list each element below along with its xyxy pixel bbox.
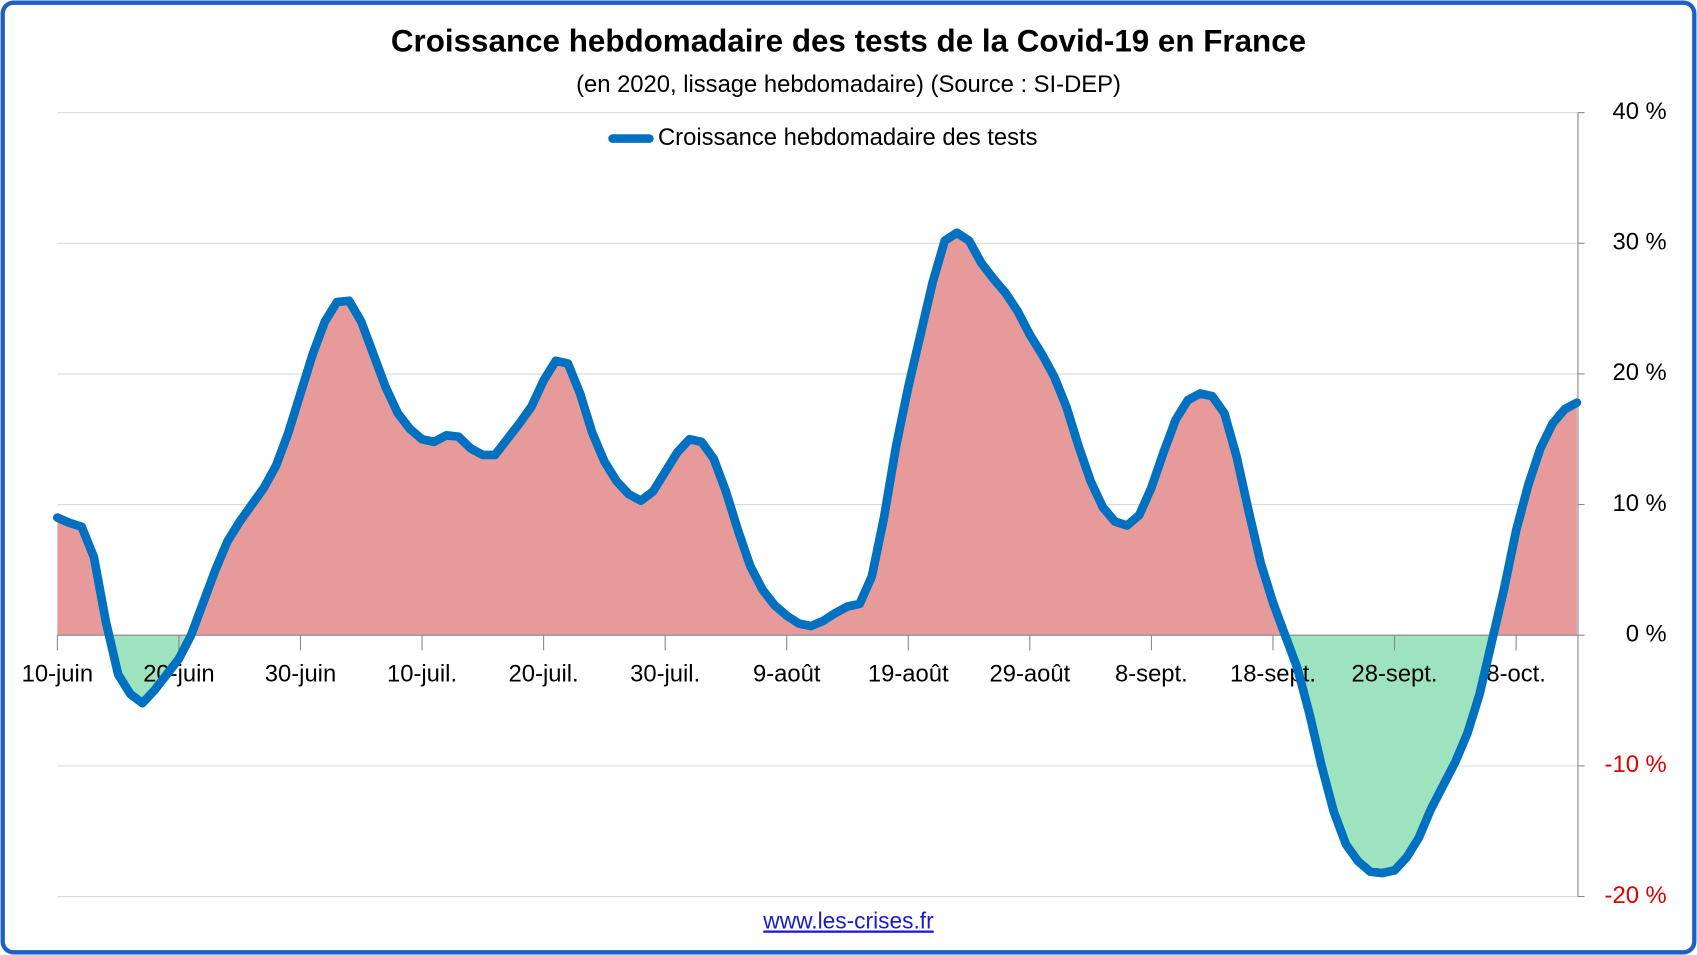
positive-area	[57, 232, 1577, 636]
line	[53, 228, 1582, 878]
x-tick-label: 10-juin	[22, 661, 93, 688]
x-tick-label: 29-août	[989, 661, 1070, 688]
x-tick-label: 30-juin	[265, 661, 336, 688]
chart-subtitle: (en 2020, lissage hebdomadaire) (Source …	[576, 71, 1121, 98]
y-tick-label: 10 %	[1612, 490, 1666, 517]
chart-title: Croissance hebdomadaire des tests de la …	[391, 24, 1306, 59]
x-tick-label: 28-sept.	[1352, 661, 1438, 688]
x-tick-label: 30-juil.	[630, 661, 700, 688]
negative-area	[57, 635, 1577, 874]
x-tick-label: 10-juil.	[387, 661, 457, 688]
x-tick-label: 9-août	[753, 661, 821, 688]
y-tick-label: -10 %	[1605, 751, 1667, 778]
x-tick-label: 20-juil.	[509, 661, 579, 688]
source-link[interactable]: www.les-crises.fr	[762, 908, 934, 934]
y-tick-label: 20 %	[1612, 359, 1666, 386]
x-tick-label: 8-oct.	[1486, 661, 1546, 688]
x-tick-label: 19-août	[868, 661, 949, 688]
y-tick-label: 30 %	[1612, 229, 1666, 256]
y-tick-label: 40 %	[1612, 98, 1666, 125]
y-tick-label: 0 %	[1626, 621, 1667, 648]
y-tick-label: -20 %	[1605, 882, 1667, 909]
legend-label: Croissance hebdomadaire des tests	[658, 124, 1038, 151]
x-tick-label: 8-sept.	[1115, 661, 1188, 688]
